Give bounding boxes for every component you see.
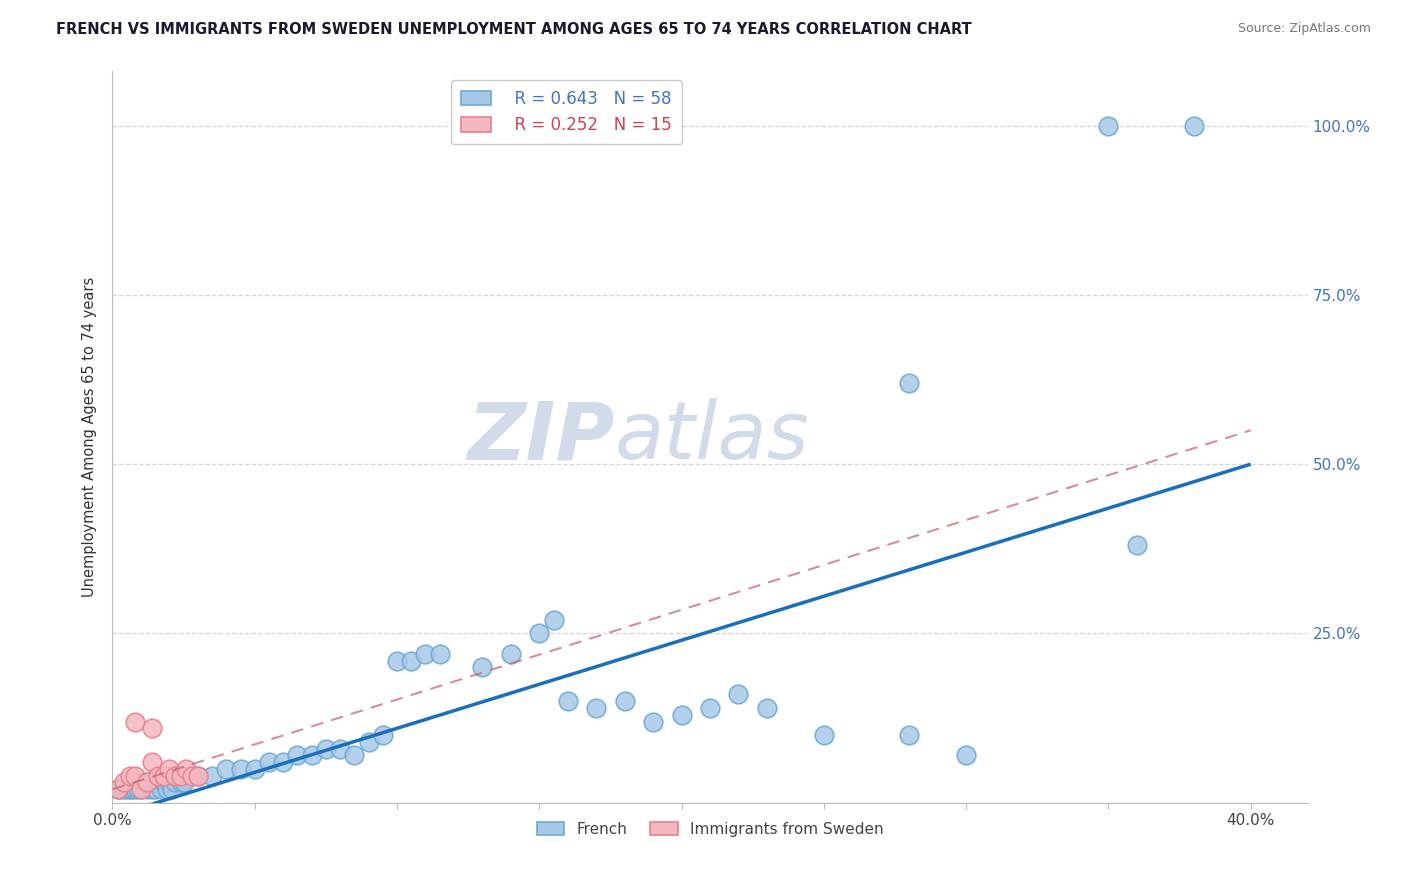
Point: [167, 769, 190, 783]
Point: [110, 782, 132, 797]
Point: [543, 613, 565, 627]
Point: [229, 762, 252, 776]
Point: [287, 748, 309, 763]
Point: [141, 782, 163, 797]
Point: [152, 775, 174, 789]
Point: [898, 728, 921, 742]
Point: [157, 775, 180, 789]
Point: [121, 782, 143, 797]
Point: [141, 721, 163, 735]
Point: [132, 775, 155, 789]
Point: [1182, 119, 1205, 133]
Point: [201, 769, 224, 783]
Point: [329, 741, 352, 756]
Point: [152, 769, 174, 783]
Point: [141, 755, 163, 769]
Point: [215, 762, 238, 776]
Point: [124, 769, 146, 783]
Point: [471, 660, 494, 674]
Point: [124, 714, 146, 729]
Text: ZIP: ZIP: [467, 398, 614, 476]
Point: [371, 728, 394, 742]
Point: [187, 769, 209, 783]
Point: [499, 647, 522, 661]
Point: [170, 769, 193, 783]
Point: [138, 775, 160, 789]
Point: [165, 769, 187, 783]
Point: [170, 775, 193, 789]
Point: [401, 654, 423, 668]
Point: [727, 688, 749, 702]
Point: [1097, 119, 1119, 133]
Point: [557, 694, 579, 708]
Point: [143, 782, 166, 797]
Point: [135, 782, 157, 797]
Point: [129, 782, 152, 797]
Point: [107, 782, 129, 797]
Point: [671, 707, 693, 722]
Text: atlas: atlas: [614, 398, 810, 476]
Point: [301, 748, 323, 763]
Point: [415, 647, 437, 661]
Point: [155, 782, 177, 797]
Point: [613, 694, 636, 708]
Point: [343, 748, 366, 763]
Point: [955, 748, 977, 763]
Point: [315, 741, 337, 756]
Point: [162, 782, 183, 797]
Text: Source: ZipAtlas.com: Source: ZipAtlas.com: [1237, 22, 1371, 36]
Point: [127, 782, 149, 797]
Text: FRENCH VS IMMIGRANTS FROM SWEDEN UNEMPLOYMENT AMONG AGES 65 TO 74 YEARS CORRELAT: FRENCH VS IMMIGRANTS FROM SWEDEN UNEMPLO…: [56, 22, 972, 37]
Point: [187, 769, 209, 783]
Point: [115, 782, 138, 797]
Point: [112, 782, 135, 797]
Point: [176, 762, 198, 776]
Point: [149, 782, 172, 797]
Point: [135, 775, 157, 789]
Point: [1126, 538, 1149, 552]
Point: [529, 626, 551, 640]
Legend: French, Immigrants from Sweden: French, Immigrants from Sweden: [530, 815, 890, 843]
Point: [165, 775, 187, 789]
Point: [257, 755, 280, 769]
Point: [146, 775, 169, 789]
Point: [813, 728, 835, 742]
Point: [755, 701, 778, 715]
Point: [385, 654, 408, 668]
Y-axis label: Unemployment Among Ages 65 to 74 years: Unemployment Among Ages 65 to 74 years: [82, 277, 97, 598]
Point: [898, 376, 921, 390]
Point: [243, 762, 266, 776]
Point: [271, 755, 294, 769]
Point: [124, 782, 146, 797]
Point: [107, 782, 129, 797]
Point: [181, 769, 204, 783]
Point: [173, 775, 195, 789]
Point: [118, 769, 141, 783]
Point: [585, 701, 607, 715]
Point: [643, 714, 665, 729]
Point: [357, 735, 380, 749]
Point: [699, 701, 721, 715]
Point: [157, 762, 180, 776]
Point: [146, 769, 169, 783]
Point: [118, 782, 141, 797]
Point: [112, 775, 135, 789]
Point: [129, 782, 152, 797]
Point: [429, 647, 451, 661]
